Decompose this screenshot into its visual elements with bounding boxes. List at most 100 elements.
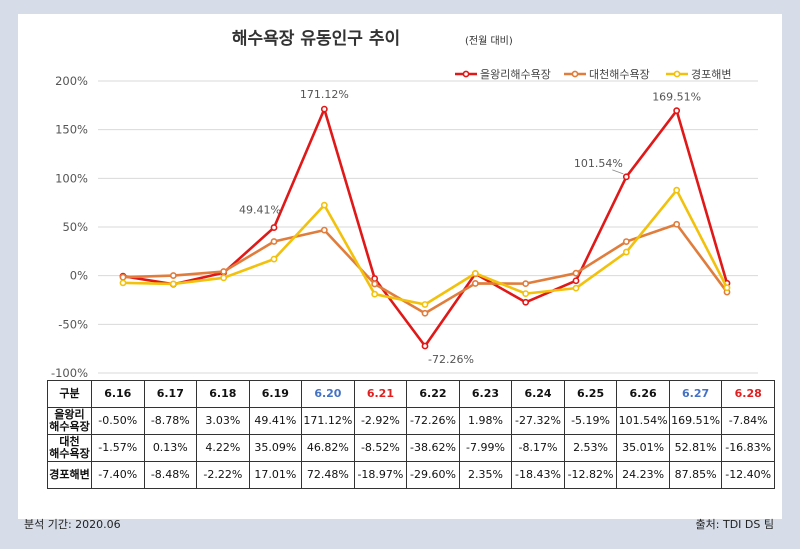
data-point — [371, 280, 379, 288]
table-row: 대천 해수욕장 -1.57% 0.13% 4.22% 35.09% 46.82% -8.52%… — [47, 434, 775, 462]
data-point — [220, 274, 228, 282]
data-point — [622, 248, 630, 256]
chart-title: 해수욕장 유동인구 추이 — [232, 29, 400, 49]
table-cell: -8.78% — [143, 407, 198, 435]
data-point — [673, 107, 681, 115]
table-cell: -2.22% — [196, 461, 250, 489]
leader-line — [612, 169, 624, 175]
grid — [98, 80, 758, 374]
table-cell: 169.51% — [668, 407, 723, 435]
table-cell: 35.01% — [616, 434, 670, 462]
table-cell: 0.13% — [143, 434, 198, 462]
legend-label: 을왕리해수욕장 — [480, 67, 551, 81]
table-date-header: 6.20 — [301, 380, 355, 408]
table-cell: -7.84% — [721, 407, 775, 435]
table-cell: -27.32% — [511, 407, 565, 435]
table-cell: -8.48% — [143, 461, 198, 489]
table-cell: -1.57% — [91, 434, 145, 462]
data-label: 101.54% — [574, 157, 623, 170]
table-cell: 72.48% — [301, 461, 355, 489]
table-cell: 101.54% — [616, 407, 670, 435]
table-cell: 17.01% — [248, 461, 303, 489]
data-point — [119, 273, 127, 281]
table-cell: -12.40% — [721, 461, 775, 489]
table-cell: -8.17% — [511, 434, 565, 462]
table-cell: 49.41% — [248, 407, 303, 435]
y-tick-label: -50% — [58, 317, 88, 331]
data-point — [270, 255, 278, 263]
table-header-label: 구분 — [47, 380, 92, 408]
table-cell: 24.23% — [616, 461, 670, 489]
data-label: 171.12% — [300, 88, 349, 101]
y-tick-label: 50% — [62, 220, 88, 234]
series-line — [122, 188, 729, 306]
table-row-label: 경포해변 — [47, 461, 92, 489]
table-cell: 35.09% — [248, 434, 303, 462]
data-point — [169, 280, 177, 288]
data-labels: 49.41% 171.12% -72.26% 101.54% 169.51% — [239, 88, 701, 366]
legend-marker — [571, 70, 579, 78]
data-point — [522, 290, 530, 298]
data-label: -72.26% — [428, 353, 474, 366]
table-cell: -2.92% — [353, 407, 408, 435]
data-label: 49.41% — [239, 204, 281, 217]
table-date-header: 6.16 — [91, 380, 145, 408]
y-tick-label: 0% — [70, 269, 88, 283]
source-note: 출처: TDI DS 팀 — [695, 518, 774, 531]
data-point — [723, 284, 731, 292]
table-cell: -0.50% — [91, 407, 145, 435]
y-tick-label: 200% — [55, 74, 88, 88]
table-cell: 3.03% — [196, 407, 250, 435]
table-date-header: 6.18 — [196, 380, 250, 408]
table-cell: -5.19% — [563, 407, 618, 435]
table-date-header: 6.25 — [563, 380, 618, 408]
data-point — [622, 238, 630, 245]
table-date-header: 6.24 — [511, 380, 565, 408]
data-point — [572, 284, 580, 292]
legend-label: 경포해변 — [691, 67, 731, 81]
table-cell: 87.85% — [668, 461, 723, 489]
table-date-header: 6.19 — [248, 380, 303, 408]
table-cell: -16.83% — [721, 434, 775, 462]
data-point — [421, 342, 429, 350]
table-cell: 52.81% — [668, 434, 723, 462]
table-cell: 4.22% — [196, 434, 250, 462]
data-point — [371, 290, 379, 298]
y-tick-label: 100% — [55, 171, 88, 185]
data-point — [522, 280, 530, 288]
legend: 을왕리해수욕장 대천해수욕장 경포해변 — [455, 67, 731, 81]
data-point — [270, 224, 278, 231]
data-point — [320, 226, 328, 234]
table-cell: -8.52% — [353, 434, 408, 462]
table-date-header: 6.23 — [458, 380, 513, 408]
data-point — [673, 220, 681, 228]
table-cell: 2.35% — [458, 461, 513, 489]
table-row: 경포해변 -7.40% -8.48% -2.22% 17.01% 72.48% -18.97… — [47, 461, 775, 489]
table-cell: 2.53% — [563, 434, 618, 462]
table-row-label: 을왕리 해수욕장 — [47, 407, 92, 435]
table-cell: -18.97% — [353, 461, 408, 489]
table-row: 을왕리 해수욕장 -0.50% -8.78% 3.03% 49.41% 171.12% -2.… — [47, 407, 775, 435]
data-point — [471, 269, 479, 277]
data-point — [421, 309, 429, 317]
table-date-header: 6.22 — [406, 380, 460, 408]
data-point — [522, 298, 530, 306]
data-point — [471, 280, 479, 287]
table-date-header: 6.17 — [143, 380, 198, 408]
legend-label: 대천해수욕장 — [589, 67, 650, 81]
line-chart: 해수욕장 유동인구 추이 (전월 대비) -100% -50% 0% 50% 100% 1… — [51, 29, 758, 380]
data-label: 169.51% — [652, 91, 701, 104]
table-date-header: 6.21 — [353, 380, 408, 408]
data-point — [220, 268, 228, 275]
table-row-label: 대천 해수욕장 — [47, 434, 92, 462]
table-cell: -38.62% — [406, 434, 460, 462]
data-point — [673, 186, 681, 194]
data-point — [320, 105, 328, 113]
legend-marker — [673, 70, 681, 78]
y-tick-label: 150% — [55, 123, 88, 137]
table-cell: 171.12% — [301, 407, 355, 435]
table-date-header: 6.26 — [616, 380, 670, 408]
table-cell: -7.40% — [91, 461, 145, 489]
data-point — [169, 272, 177, 279]
table-cell: -18.43% — [511, 461, 565, 489]
